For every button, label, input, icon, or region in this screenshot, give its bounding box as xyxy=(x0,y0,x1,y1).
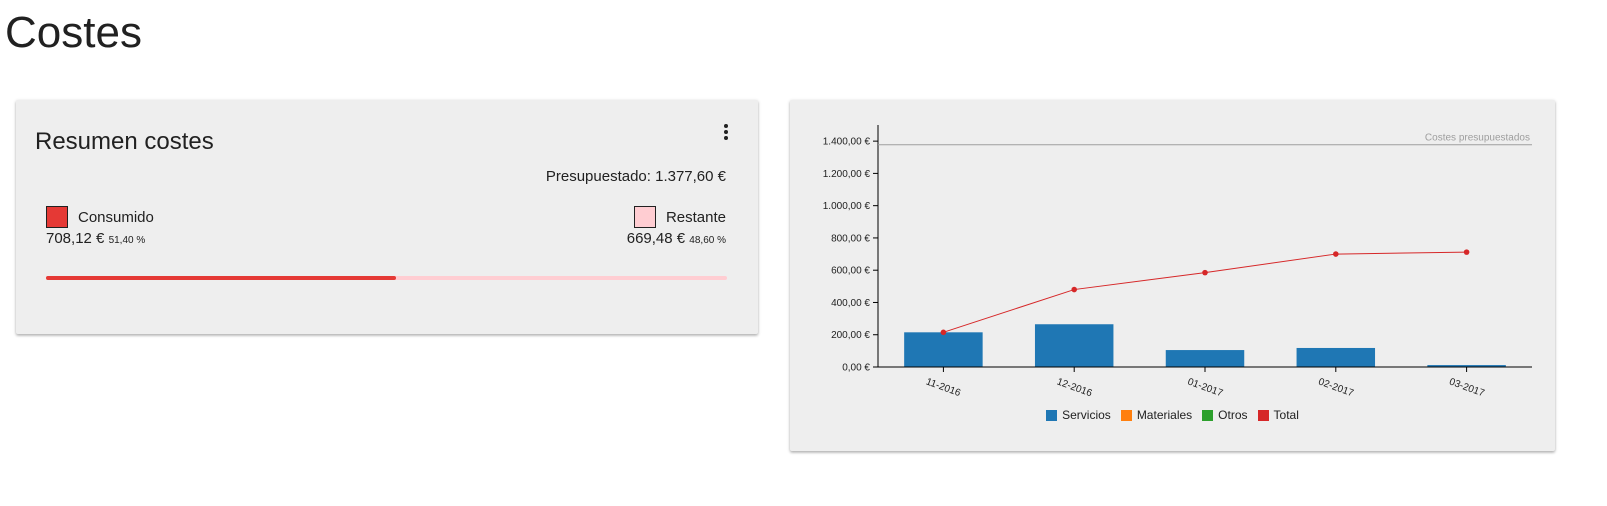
page-title: Costes xyxy=(5,8,142,57)
x-tick-label: 12-2016 xyxy=(1055,376,1094,399)
bar-servicios xyxy=(1296,347,1376,367)
point-total xyxy=(1071,286,1077,293)
x-tick-label: 11-2016 xyxy=(924,376,962,399)
consumed-swatch xyxy=(46,206,68,228)
y-tick-label: 200,00 € xyxy=(831,330,870,341)
y-tick-label: 800,00 € xyxy=(831,233,870,244)
line-total xyxy=(943,251,1467,333)
chart-legend: Servicios Materiales Otros Total xyxy=(790,408,1555,422)
legend-label: Total xyxy=(1273,408,1299,422)
cost-chart-card: 0,00 € 200,00 € 400,00 € 600,00 € 800,00 € 1.… xyxy=(790,100,1555,451)
legend-swatch xyxy=(1202,409,1214,421)
summary-title: Resumen costes xyxy=(35,128,214,155)
cost-summary-card: Resumen costes Presupuestado: 1.377,60 €… xyxy=(16,100,758,334)
bar-servicios xyxy=(1427,365,1506,367)
legend-item-otros[interactable]: Otros xyxy=(1202,408,1248,422)
legend-item-total[interactable]: Total xyxy=(1257,408,1299,422)
y-tick-label: 1.000,00 € xyxy=(823,201,871,212)
y-tick-label: 0,00 € xyxy=(842,363,870,374)
consumed-amount: 708,12 € xyxy=(46,230,105,247)
remaining-swatch xyxy=(633,206,656,228)
consumed-block: Consumido 708,12 € 51,40 % xyxy=(46,206,154,247)
legend-swatch xyxy=(1120,409,1132,421)
x-tick-label: 03-2017 xyxy=(1448,376,1487,399)
legend-item-materiales[interactable]: Materiales xyxy=(1120,408,1193,422)
legend-item-servicios[interactable]: Servicios xyxy=(1046,408,1111,422)
bar-servicios xyxy=(904,332,983,367)
point-total xyxy=(1333,251,1339,257)
legend-label: Otros xyxy=(1218,408,1248,422)
bar-servicios xyxy=(1165,350,1245,367)
y-tick-label: 400,00 € xyxy=(831,298,870,309)
remaining-amount: 669,48 € xyxy=(626,230,686,247)
legend-swatch xyxy=(1257,409,1269,421)
x-tick-label: 02-2017 xyxy=(1317,376,1356,399)
budget-label: Presupuestado: 1.377,60 € xyxy=(545,168,726,185)
cost-progress-bar xyxy=(46,276,727,280)
cost-progress-fill xyxy=(46,276,397,280)
legend-swatch xyxy=(1046,409,1058,421)
y-tick-label: 1.200,00 € xyxy=(823,169,871,180)
point-total xyxy=(940,329,947,336)
consumed-label: Consumido xyxy=(78,208,154,226)
point-total xyxy=(1202,269,1208,276)
budget-reference-label: Costes presupuestados xyxy=(1425,133,1530,144)
more-vert-icon[interactable] xyxy=(716,120,736,144)
bar-servicios xyxy=(1034,324,1114,367)
remaining-block: Restante 669,48 € 48,60 % xyxy=(627,206,726,247)
point-total xyxy=(1463,249,1470,255)
legend-label: Materiales xyxy=(1136,408,1193,422)
cost-chart: 0,00 € 200,00 € 400,00 € 600,00 € 800,00 € 1.… xyxy=(823,125,1532,400)
y-tick-label: 1.400,00 € xyxy=(823,137,871,148)
consumed-percent: 51,40 % xyxy=(108,235,146,246)
legend-label: Servicios xyxy=(1062,408,1111,422)
x-tick-label: 01-2017 xyxy=(1186,376,1225,399)
remaining-label: Restante xyxy=(665,208,726,226)
remaining-percent: 48,60 % xyxy=(689,235,726,246)
y-tick-label: 600,00 € xyxy=(831,266,870,277)
